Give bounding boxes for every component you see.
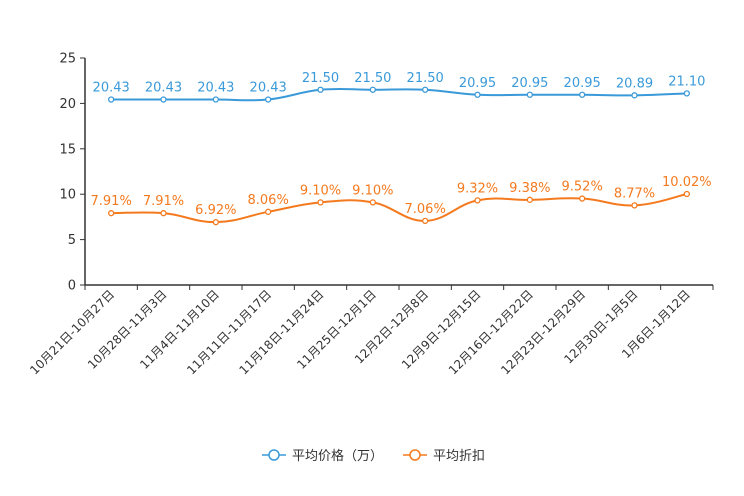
data-point[interactable]: [212, 219, 219, 226]
series-2: 7.91% 7.91% 6.92% 8.06% 9.10% 9.10% 7.06% 9.32%…: [91, 175, 712, 226]
data-point[interactable]: [212, 96, 219, 103]
data-point[interactable]: [631, 202, 638, 209]
data-label: 9.38%: [509, 181, 550, 196]
y-tick-label: 5: [68, 233, 76, 248]
data-point[interactable]: [265, 208, 272, 215]
data-point[interactable]: [579, 195, 586, 202]
data-label: 20.43: [250, 80, 287, 95]
legend-item-2[interactable]: 平均折扣: [403, 449, 485, 464]
legend-marker-icon: [268, 449, 280, 461]
y-tick-label: 0: [68, 279, 76, 294]
data-label: 20.43: [145, 80, 182, 95]
data-point[interactable]: [317, 86, 324, 93]
legend-label: 平均折扣: [433, 449, 485, 464]
data-point[interactable]: [683, 190, 690, 198]
legend-marker-icon: [409, 449, 421, 461]
data-label: 20.95: [459, 76, 496, 91]
data-label: 8.06%: [248, 193, 289, 208]
legend-item-1[interactable]: 平均价格（万）: [262, 448, 383, 464]
data-label: 8.77%: [614, 186, 655, 201]
y-tick-label: 10: [59, 188, 76, 203]
data-label: 7.06%: [405, 202, 446, 217]
data-point[interactable]: [474, 197, 481, 204]
data-label: 20.89: [616, 76, 653, 91]
data-point[interactable]: [579, 91, 586, 98]
data-point[interactable]: [160, 96, 167, 103]
data-label: 10.02%: [662, 175, 712, 190]
data-point[interactable]: [108, 96, 115, 103]
data-point[interactable]: [631, 92, 638, 99]
data-label: 9.10%: [352, 183, 393, 198]
series-line: [111, 193, 688, 224]
y-tick-label: 25: [59, 52, 76, 67]
y-tick-label: 20: [59, 97, 76, 112]
data-label: 7.91%: [91, 194, 132, 209]
data-label: 9.10%: [300, 183, 341, 198]
data-label: 20.95: [511, 76, 548, 91]
y-tick-label: 15: [59, 142, 76, 157]
data-label: 7.91%: [143, 194, 184, 209]
data-point[interactable]: [526, 91, 533, 98]
data-label: 21.50: [302, 71, 339, 86]
data-label: 20.43: [93, 80, 130, 95]
x-tick-label: 10月21日-10月27日: [27, 287, 117, 377]
data-label: 9.52%: [562, 180, 603, 195]
series-1: 20.43 20.43 20.43 20.43 21.50 21.50 21.50 20.95…: [93, 71, 705, 103]
series-layer: 20.43 20.43 20.43 20.43 21.50 21.50 21.50 20.95…: [91, 71, 712, 226]
data-point[interactable]: [160, 210, 167, 217]
data-point[interactable]: [265, 96, 272, 103]
data-label: 20.43: [197, 80, 234, 95]
data-point[interactable]: [317, 199, 324, 206]
data-label: 21.10: [668, 74, 705, 89]
data-label: 20.95: [564, 76, 601, 91]
data-label: 6.92%: [195, 203, 236, 218]
data-point[interactable]: [108, 210, 115, 217]
data-label: 21.50: [407, 71, 444, 86]
data-point[interactable]: [369, 86, 376, 93]
series-line: [111, 87, 687, 102]
data-label: 21.50: [354, 71, 391, 86]
data-point[interactable]: [369, 199, 376, 206]
data-point[interactable]: [422, 217, 429, 225]
legend-label: 平均价格（万）: [292, 448, 383, 464]
data-point[interactable]: [474, 91, 481, 98]
data-point[interactable]: [422, 86, 429, 93]
data-point[interactable]: [526, 196, 533, 203]
data-label: 9.32%: [457, 181, 498, 196]
data-point[interactable]: [683, 90, 690, 97]
legend[interactable]: 平均价格（万） 平均折扣: [262, 448, 485, 464]
